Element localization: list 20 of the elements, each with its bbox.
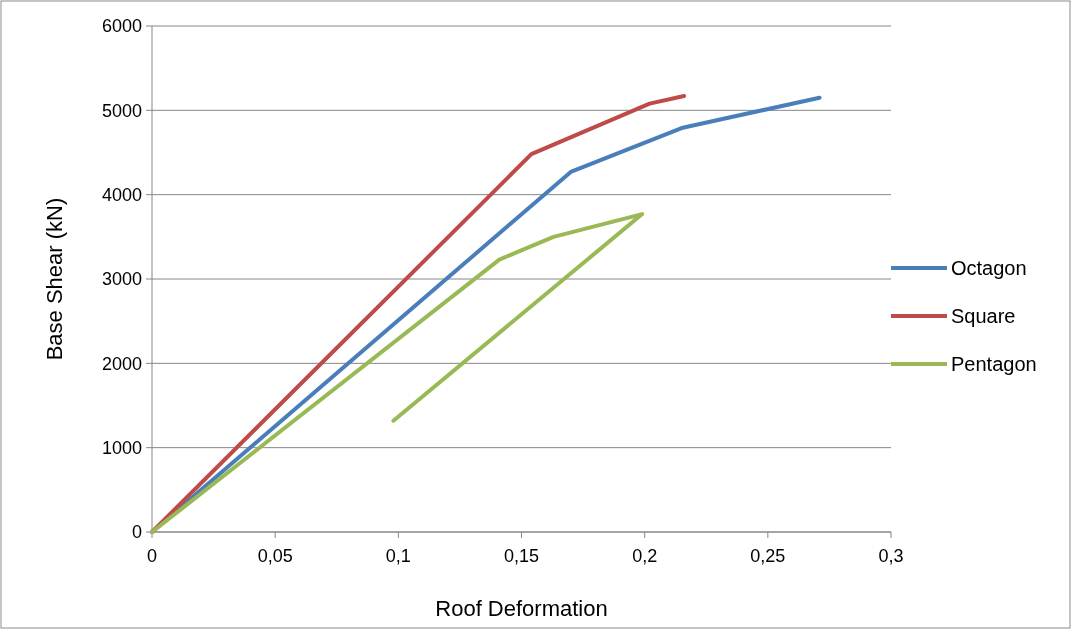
x-axis-title: Roof Deformation [435, 596, 608, 621]
y-tick-label: 1000 [101, 437, 142, 458]
legend-label: Pentagon [951, 353, 1037, 375]
x-tick-label: 0,05 [257, 546, 293, 566]
y-tick-label: 5000 [101, 100, 142, 121]
y-tick-label: 4000 [101, 184, 142, 205]
y-tick-label: 6000 [101, 16, 142, 37]
line-series [150, 212, 645, 534]
y-tick-label: 0 [131, 522, 142, 543]
y-tick-label: 3000 [101, 269, 142, 290]
x-tick-label: 0 [146, 546, 158, 566]
x-tick-label: 0,3 [878, 546, 904, 566]
y-tick-label: 2000 [101, 353, 142, 374]
x-tick-label: 0,25 [750, 546, 786, 566]
legend-label: Square [951, 305, 1016, 327]
legend-label: Octagon [951, 257, 1027, 279]
x-tick-label: 0,2 [632, 546, 658, 566]
x-tick-label: 0,15 [503, 546, 540, 566]
y-axis-title: Base Shear (kN) [42, 197, 67, 361]
x-tick-label: 0,1 [385, 546, 411, 566]
